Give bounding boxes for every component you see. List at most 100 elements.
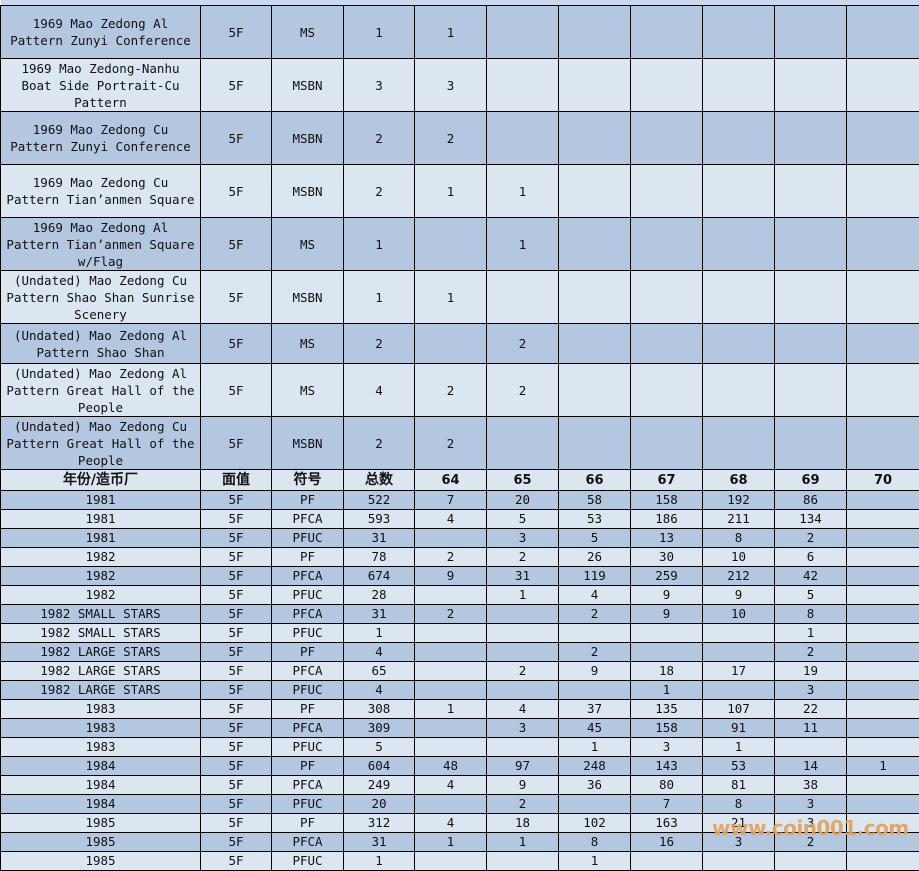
cell-g68: 192 [703,491,775,510]
cell-total: 249 [344,776,415,795]
cell-total: 2 [344,417,415,470]
cell-g69: 134 [775,510,847,529]
cell-total: 1 [344,218,415,271]
cell-g68: 9 [703,586,775,605]
cell-g64: 1 [415,165,487,218]
cell-g69 [775,271,847,324]
cell-g66 [559,624,631,643]
cell-symbol: PFCA [272,719,344,738]
cell-g67 [631,364,703,417]
cell-total: 604 [344,757,415,776]
cell-g64 [415,624,487,643]
cell-g68: 1 [703,738,775,757]
cell-denom: 5F [201,510,272,529]
cell-total: 4 [344,643,415,662]
cell-g66: 102 [559,814,631,833]
cell-symbol: PF [272,548,344,567]
cell-g66 [559,59,631,112]
column-header-8: 68 [703,470,775,491]
year-mint-cell: 1982 [1,586,201,605]
year-mint-cell: 1985 [1,852,201,871]
year-mint-cell: 1983 [1,719,201,738]
cell-symbol: MS [272,364,344,417]
cell-total: 2 [344,324,415,364]
cell-g70 [847,112,919,165]
cell-g66 [559,364,631,417]
cell-g65 [487,6,559,59]
cell-g65: 1 [487,833,559,852]
cell-denom: 5F [201,624,272,643]
cell-symbol: PFUC [272,624,344,643]
cell-g65 [487,681,559,700]
pattern-description-cell: 1969 Mao Zedong Cu Pattern Zunyi Confere… [1,112,201,165]
cell-total: 4 [344,364,415,417]
pattern-description-cell: (Undated) Mao Zedong Al Pattern Shao Sha… [1,324,201,364]
cell-g69: 3 [775,681,847,700]
cell-g69: 2 [775,643,847,662]
pattern-description-cell: 1969 Mao Zedong-Nanhu Boat Side Portrait… [1,59,201,112]
cell-denom: 5F [201,112,272,165]
cell-g70 [847,218,919,271]
cell-g66 [559,795,631,814]
column-header-9: 69 [775,470,847,491]
cell-g68: 10 [703,548,775,567]
cell-g69: 2 [775,833,847,852]
cell-g70 [847,548,919,567]
cell-g69: 3 [775,814,847,833]
cell-g67 [631,59,703,112]
cell-g70 [847,59,919,112]
cell-total: 522 [344,491,415,510]
cell-denom: 5F [201,700,272,719]
year-mint-cell: 1984 [1,795,201,814]
cell-g64 [415,681,487,700]
cell-symbol: PFUC [272,738,344,757]
column-header-3: 总数 [344,470,415,491]
cell-g66: 9 [559,662,631,681]
cell-g68: 91 [703,719,775,738]
cell-total: 5 [344,738,415,757]
cell-total: 78 [344,548,415,567]
cell-g69 [775,852,847,871]
cell-g70 [847,586,919,605]
cell-g65 [487,643,559,662]
cell-symbol: MSBN [272,417,344,470]
cell-denom: 5F [201,852,272,871]
year-mint-cell: 1983 [1,738,201,757]
cell-denom: 5F [201,567,272,586]
cell-denom: 5F [201,6,272,59]
cell-g64 [415,643,487,662]
cell-g64: 2 [415,605,487,624]
cell-denom: 5F [201,586,272,605]
cell-g68: 10 [703,605,775,624]
cell-g66 [559,6,631,59]
cell-g64 [415,324,487,364]
cell-g68: 8 [703,529,775,548]
column-header-10: 70 [847,470,919,491]
cell-g66 [559,218,631,271]
cell-g64: 1 [415,833,487,852]
cell-denom: 5F [201,643,272,662]
pattern-description-cell: (Undated) Mao Zedong Cu Pattern Shao Sha… [1,271,201,324]
cell-g68: 211 [703,510,775,529]
table-row: 1969 Mao Zedong Cu Pattern Tian’anmen Sq… [1,165,919,218]
cell-g67: 135 [631,700,703,719]
cell-g64 [415,795,487,814]
year-mint-cell: 1982 LARGE STARS [1,681,201,700]
cell-g68 [703,165,775,218]
column-header-2: 符号 [272,470,344,491]
cell-g64: 3 [415,59,487,112]
cell-g68 [703,364,775,417]
table-row: (Undated) Mao Zedong Al Pattern Great Ha… [1,364,919,417]
cell-g70 [847,719,919,738]
year-mint-cell: 1981 [1,529,201,548]
cell-total: 65 [344,662,415,681]
cell-g64: 9 [415,567,487,586]
